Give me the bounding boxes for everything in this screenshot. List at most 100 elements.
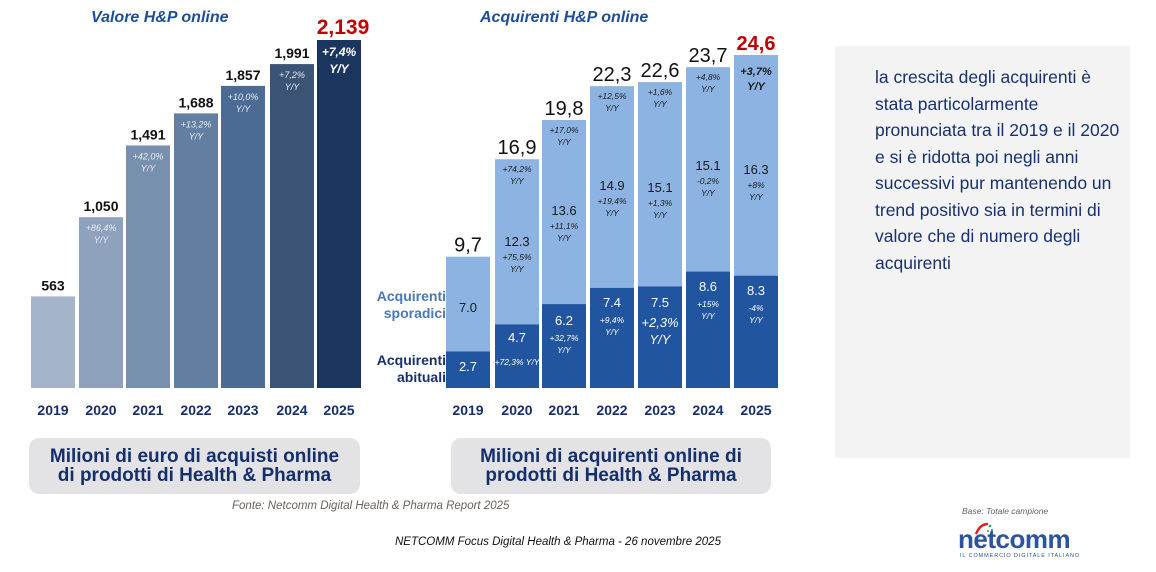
bar-sporadici-2025 [734,55,778,276]
bar-2023 [221,85,265,388]
total-label: 23,7 [689,45,728,67]
x-tick-label: 2022 [180,402,211,418]
value-label: 1,688 [178,94,213,110]
growth-label: +7,2% [279,70,305,80]
sporadici-value: 7.0 [459,300,477,315]
bar-2024 [270,64,314,388]
x-tick-label: 2021 [132,402,163,418]
x-tick-label: 2025 [740,402,771,418]
sporadici-growth: -0,2% [697,176,720,186]
total-growth-suffix: Y/Y [747,81,766,93]
x-tick-label: 2022 [596,402,627,418]
abituali-value: 2.7 [459,359,477,374]
abituali-value: 6.2 [555,313,573,328]
total-growth-label: +17,0% [549,125,579,135]
sporadici-value: 12.3 [504,234,529,249]
sporadici-growth: +8% [747,180,765,190]
logo-swoosh-icon [974,522,994,535]
logo-tagline: IL COMMERCIO DIGITALE ITALIANO [960,553,1081,559]
buyers-chart-caption: Milioni di acquirenti online di prodotti… [451,438,771,494]
sporadici-growth-suffix: Y/Y [605,208,620,218]
abituali-growth: +2,3% [641,315,678,330]
abituali-growth-suffix: Y/Y [557,345,572,355]
abituali-growth-suffix: Y/Y [605,327,620,337]
sporadici-growth: +19,4% [597,196,627,206]
bar-2021 [126,145,170,388]
source-note: Fonte: Netcomm Digital Health & Pharma R… [232,500,510,512]
x-tick-label: 2020 [501,402,532,418]
base-note: Base: Totale campione [962,506,1049,516]
x-tick-label: 2019 [37,402,68,418]
x-tick-label: 2023 [227,402,258,418]
abituali-value: 4.7 [508,330,526,345]
growth-suffix: Y/Y [285,82,301,92]
bar-sporadici-2023 [638,82,682,287]
sporadici-growth-suffix: Y/Y [557,233,572,243]
growth-label: +13,2% [181,119,212,129]
value-label: 1,491 [130,126,165,142]
sporadici-growth: +75,5% [502,252,532,262]
total-growth-label: +12,5% [597,91,627,101]
buyers-chart-caption-text: Milioni di acquirenti online di prodotti… [480,446,742,486]
abituali-growth-suffix: Y/Y [701,311,716,321]
total-growth-label: +74,2% [502,164,532,174]
total-growth-suffix: Y/Y [510,176,525,186]
sporadici-growth-suffix: Y/Y [749,192,764,202]
growth-suffix: Y/Y [236,104,252,114]
abituali-growth: +9,4% [600,315,625,325]
x-tick-label: 2020 [85,402,116,418]
bar-sporadici-2024 [686,67,730,272]
x-tick-label: 2024 [692,402,723,418]
value-chart-caption: Milioni di euro di acquisti online di pr… [29,438,360,494]
bar-abituali-2020 [495,324,539,388]
growth-label: +7,4% [322,45,357,59]
abituali-value: 8.3 [747,283,765,298]
total-label: 22,6 [641,60,680,82]
x-tick-label: 2023 [644,402,675,418]
growth-label: +10,0% [228,92,259,102]
bar-abituali-2019 [446,351,490,388]
total-label: 22,3 [593,64,632,86]
total-growth-label: +3,7% [740,66,772,78]
x-tick-label: 2021 [548,402,579,418]
x-tick-label: 2019 [452,402,483,418]
total-growth-suffix: Y/Y [653,99,668,109]
bar-abituali-2023 [638,286,682,388]
abituali-growth: +32,7% [549,333,579,343]
growth-label: +42,0% [133,151,164,161]
commentary-box: la crescita degli acquirenti è stata par… [835,46,1130,458]
sporadici-growth-suffix: Y/Y [701,188,716,198]
abituali-growth-suffix: Y/Y [650,332,672,347]
abituali-value: 7.5 [651,295,669,310]
buyers-chart-title: Acquirenti H&P online [480,9,649,26]
bar-sporadici-2022 [590,86,634,288]
legend-abituali: Acquirenti abituali [376,352,446,385]
sporadici-value: 15.1 [647,180,672,195]
sporadici-value: 15.1 [695,158,720,173]
value-label: 1,857 [225,67,260,83]
footer-text: NETCOMM Focus Digital Health & Pharma - … [395,536,721,548]
value-chart-title: Valore H&P online [91,9,229,26]
abituali-value: 8.6 [699,279,717,294]
total-growth-suffix: Y/Y [605,103,620,113]
netcomm-logo: netcomm IL COMMERCIO DIGITALE ITALIANO [958,522,1098,566]
sporadici-value: 16.3 [743,162,768,177]
growth-suffix: Y/Y [94,235,110,245]
x-tick-label: 2024 [276,402,307,418]
bar-sporadici-2020 [495,159,539,325]
growth-label: +86,4% [86,223,117,233]
bar-abituali-2024 [686,271,730,388]
bar-abituali-2021 [542,304,586,388]
value-label: 2,139 [317,16,370,39]
x-tick-label: 2025 [323,402,354,418]
growth-suffix: Y/Y [329,62,349,76]
growth-suffix: Y/Y [141,163,157,173]
total-label: 24,6 [737,33,776,55]
value-chart-caption-text: Milioni di euro di acquisti online di pr… [49,446,340,486]
total-growth-label: +1,6% [648,87,673,97]
sporadici-growth: +11,1% [550,221,579,231]
bar-abituali-2025 [734,275,778,388]
bar-2020 [79,217,123,388]
